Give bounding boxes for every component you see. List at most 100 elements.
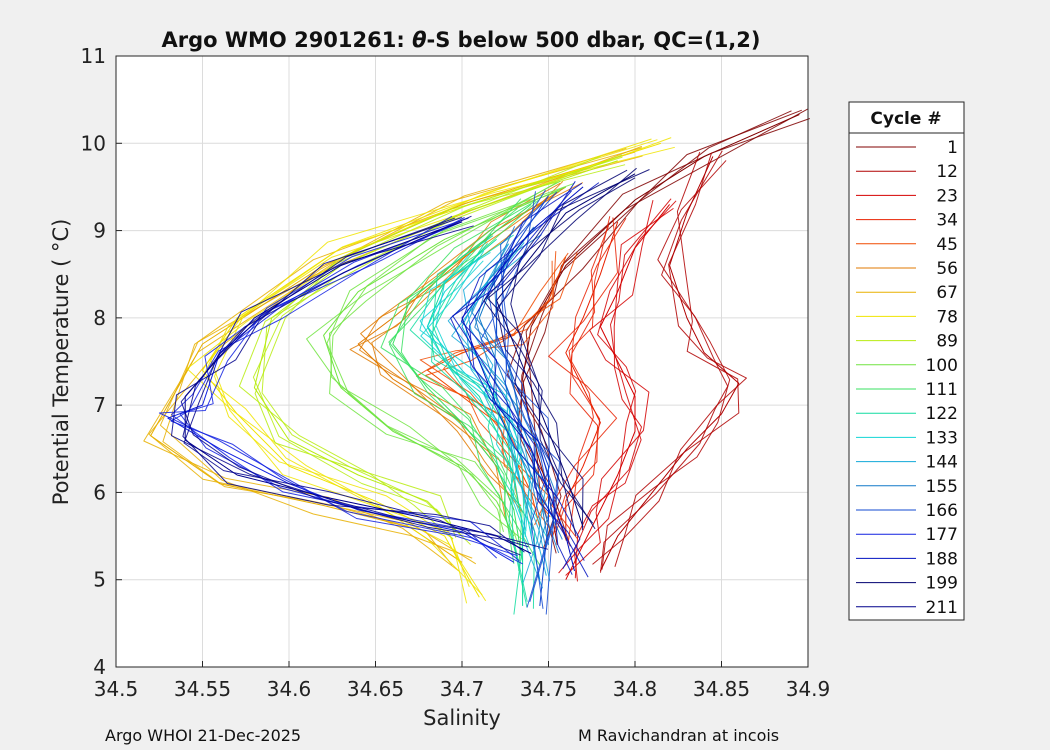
series-line-188 (450, 190, 589, 578)
series-line-166 (496, 195, 549, 606)
legend-label: 133 (926, 428, 958, 448)
series-line-188 (468, 182, 583, 575)
y-tick-label: 7 (93, 393, 106, 417)
series-line-78 (202, 139, 658, 602)
series-line-133 (435, 252, 530, 538)
legend-label: 23 (936, 186, 958, 206)
series-line-78 (186, 138, 652, 596)
series-line-133 (419, 260, 527, 531)
legend-entries: 1 12 23 34 45 56 67 78 89 100 111 122 133 144 155 166 17… (856, 138, 958, 618)
series-line-34 (567, 217, 627, 545)
y-axis-label: Potential Temperature ( °C) (49, 219, 73, 506)
footer-right: M Ravichandran at incois (578, 726, 779, 745)
series-line-34 (551, 225, 610, 538)
series-line-12 (600, 160, 729, 573)
x-tick-label: 34.8 (613, 677, 658, 701)
legend-label: 34 (936, 211, 958, 231)
x-tick-label: 34.6 (267, 677, 312, 701)
series-line-89 (261, 156, 623, 546)
series-line-199 (487, 167, 637, 524)
footer-left: Argo WHOI 21-Dec-2025 (105, 726, 301, 745)
legend-title: Cycle # (870, 109, 941, 129)
series-line-199 (510, 169, 650, 531)
legend-box (848, 101, 965, 621)
series-line-45 (416, 260, 554, 534)
series-line-199 (496, 169, 628, 537)
x-axis-label: Salinity (423, 706, 501, 730)
series-line-67 (162, 155, 643, 565)
y-tick-label: 11 (81, 44, 106, 68)
series-line-12 (614, 151, 740, 567)
series-line-56 (371, 182, 584, 513)
series-line-111 (400, 200, 537, 571)
series-line-89 (238, 155, 601, 540)
series-line-1 (520, 108, 809, 541)
y-tick-label: 9 (93, 219, 106, 243)
legend-label: 155 (926, 477, 958, 497)
x-tick-label: 34.9 (786, 677, 831, 701)
legend: Cycle # 1 12 23 34 45 56 67 78 89 100 111 122 133 144… (848, 101, 965, 621)
legend-label: 199 (926, 574, 958, 594)
legend-label: 166 (926, 501, 958, 521)
x-tick-label: 34.5 (94, 677, 139, 701)
y-tick-labels: 4 5 6 7 8 9 10 11 (81, 44, 122, 679)
series-line-100 (326, 182, 575, 545)
x-tick-label: 34.7 (440, 677, 485, 701)
series-line-12 (601, 150, 731, 570)
x-tick-label: 34.75 (520, 677, 577, 701)
legend-label: 78 (936, 307, 958, 327)
y-tick-label: 10 (81, 131, 106, 155)
legend-label: 188 (926, 549, 958, 569)
series-layer (143, 108, 810, 615)
series-line-100 (329, 180, 561, 533)
series-line-199 (483, 177, 636, 530)
series-line-122 (431, 242, 528, 608)
legend-label: 45 (936, 235, 958, 255)
series-line-23 (573, 207, 674, 582)
series-line-23 (565, 204, 670, 580)
legend-label: 67 (936, 283, 958, 303)
chart-title: Argo WMO 2901261: θ-S below 500 dbar, QC… (161, 28, 760, 52)
series-line-34 (548, 217, 618, 540)
legend-label: 211 (926, 598, 958, 618)
series-line-188 (460, 182, 600, 569)
x-tick-label: 34.85 (693, 677, 750, 701)
series-line-177 (170, 225, 524, 565)
series-line-133 (419, 251, 549, 541)
legend-label: 177 (926, 525, 958, 545)
y-tick-label: 8 (93, 306, 106, 330)
series-line-12 (592, 152, 747, 565)
y-tick-label: 4 (93, 655, 106, 679)
series-line-122 (426, 238, 524, 606)
series-line-45 (424, 252, 569, 532)
series-line-211 (180, 217, 529, 548)
series-line-166 (480, 191, 551, 609)
series-line-111 (388, 208, 518, 564)
series-line-56 (359, 190, 561, 512)
y-tick-label: 5 (93, 568, 106, 592)
series-line-12 (599, 156, 740, 572)
x-tick-labels: 34.5 34.55 34.6 34.65 34.7 34.75 34.8 34.85 34.9 (94, 661, 831, 701)
series-line-100 (323, 186, 566, 537)
series-line-23 (565, 199, 654, 576)
legend-label: 56 (936, 259, 958, 279)
series-line-111 (380, 199, 541, 566)
legend-label: 100 (926, 356, 958, 376)
legend-label: 122 (926, 404, 958, 424)
series-line-177 (158, 217, 518, 557)
series-line-23 (558, 200, 677, 574)
series-line-211 (183, 225, 522, 556)
legend-label: 12 (936, 162, 958, 182)
x-tick-label: 34.65 (347, 677, 404, 701)
legend-label: 111 (926, 380, 958, 400)
series-line-122 (430, 233, 528, 602)
series-line-89 (254, 164, 626, 538)
series-line-166 (487, 191, 558, 615)
series-line-100 (306, 182, 557, 540)
series-line-1 (516, 118, 810, 547)
series-line-1 (506, 109, 802, 548)
legend-label: 89 (936, 332, 958, 352)
series-line-211 (171, 217, 549, 550)
x-tick-label: 34.55 (174, 677, 231, 701)
